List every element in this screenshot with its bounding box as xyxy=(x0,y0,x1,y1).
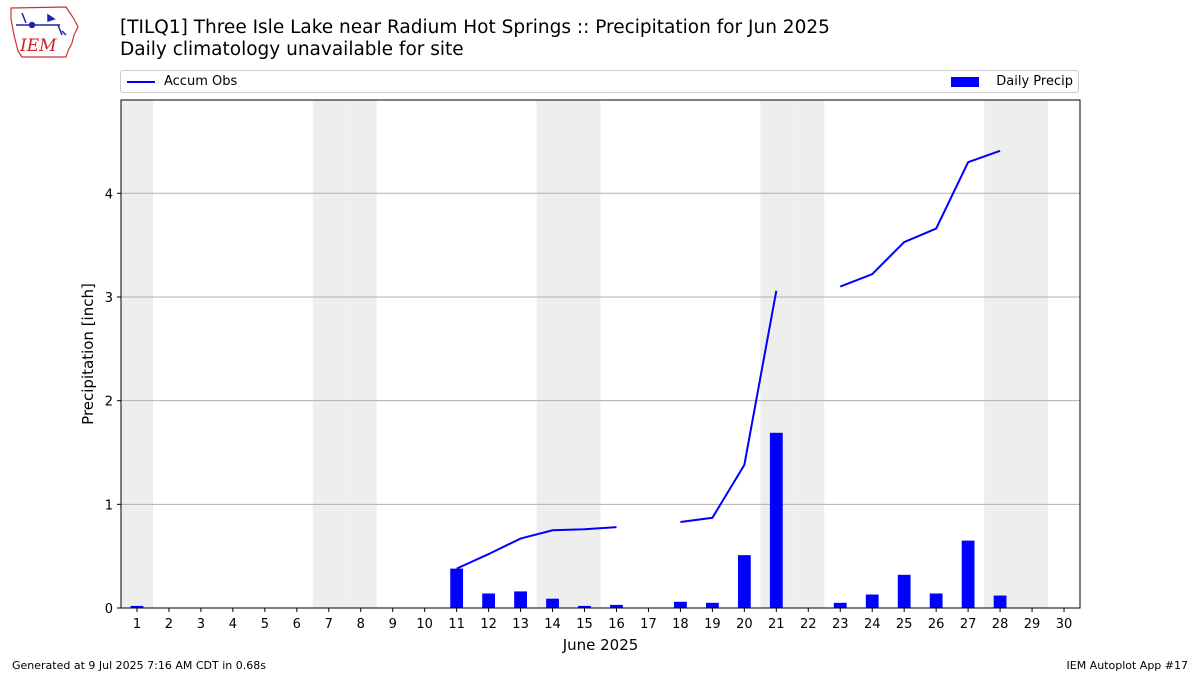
x-tick-label: 28 xyxy=(992,617,1009,632)
x-tick-label: 2 xyxy=(165,617,173,632)
iowa-outline-icon xyxy=(10,6,79,58)
x-tick-label: 22 xyxy=(800,617,817,632)
x-tick-label: 6 xyxy=(293,617,301,632)
precip-bar xyxy=(961,540,975,608)
precip-bar xyxy=(482,593,496,608)
x-tick-label: 25 xyxy=(896,617,913,632)
precip-bar xyxy=(514,591,527,608)
x-tick-label: 9 xyxy=(389,617,397,632)
x-tick-label: 16 xyxy=(608,617,625,632)
x-tick-label: 10 xyxy=(416,617,433,632)
footer-generated: Generated at 9 Jul 2025 7:16 AM CDT in 0… xyxy=(12,659,266,672)
x-axis-label: June 2025 xyxy=(562,636,639,654)
precip-bar xyxy=(674,601,687,608)
x-tick-label: 12 xyxy=(480,617,497,632)
precip-bar xyxy=(546,598,559,608)
x-tick-label: 4 xyxy=(229,617,237,632)
precip-bar xyxy=(929,593,943,608)
precip-bar xyxy=(450,568,464,608)
legend-bar-swatch xyxy=(951,77,979,87)
accum-line xyxy=(680,290,778,523)
y-tick-label: 4 xyxy=(105,187,113,202)
x-tick-label: 26 xyxy=(928,617,945,632)
x-tick-label: 19 xyxy=(704,617,721,632)
x-tick-label: 11 xyxy=(448,617,465,632)
precip-bar xyxy=(610,604,623,608)
weekend-shade xyxy=(344,100,377,608)
x-tick-label: 14 xyxy=(544,617,561,632)
y-tick-label: 3 xyxy=(105,291,113,306)
chart-title: [TILQ1] Three Isle Lake near Radium Hot … xyxy=(120,17,830,61)
weather-instruments-icon xyxy=(16,12,67,36)
x-tick-label: 21 xyxy=(768,617,785,632)
legend-bar-label: Daily Precip xyxy=(996,74,1073,89)
x-tick-label: 15 xyxy=(576,617,593,632)
x-tick-label: 27 xyxy=(960,617,977,632)
x-tick-label: 29 xyxy=(1024,617,1041,632)
x-tick-label: 17 xyxy=(640,617,657,632)
legend-line-swatch xyxy=(127,81,155,83)
x-tick-label: 30 xyxy=(1056,617,1073,632)
footer-app: IEM Autoplot App #17 xyxy=(1066,659,1189,672)
y-tick-label: 0 xyxy=(105,602,113,617)
x-tick-label: 1 xyxy=(133,617,141,632)
x-tick-label: 23 xyxy=(832,617,849,632)
accum-line xyxy=(839,149,1001,288)
weekend-shade xyxy=(568,100,601,608)
x-tick-label: 13 xyxy=(512,617,529,632)
plot-frame xyxy=(120,99,1081,609)
weekend-shade xyxy=(1016,100,1049,608)
title-line-1: [TILQ1] Three Isle Lake near Radium Hot … xyxy=(120,17,830,38)
logo-text: IEM xyxy=(19,36,57,56)
x-tick-label: 3 xyxy=(197,617,205,632)
precip-bar xyxy=(865,594,879,608)
x-tick-label: 24 xyxy=(864,617,881,632)
y-tick-label: 1 xyxy=(105,498,113,513)
weekend-shade xyxy=(792,100,825,608)
y-axis-label: Precipitation [inch] xyxy=(79,283,97,425)
x-tick-label: 8 xyxy=(357,617,365,632)
precip-bar xyxy=(737,555,751,608)
x-tick-label: 20 xyxy=(736,617,753,632)
precip-bar xyxy=(705,602,719,608)
x-tick-label: 18 xyxy=(672,617,689,632)
y-tick-label: 2 xyxy=(105,395,113,410)
accum-line xyxy=(456,526,617,570)
precip-bar xyxy=(578,605,591,608)
precip-bar xyxy=(897,574,911,608)
title-line-2: Daily climatology unavailable for site xyxy=(120,39,464,60)
weekend-shade xyxy=(984,100,1017,608)
precip-bar xyxy=(769,432,783,608)
weekend-shade xyxy=(536,100,569,608)
weekend-shade xyxy=(121,100,153,608)
legend: Accum Obs Daily Precip xyxy=(120,70,1079,93)
precip-bar xyxy=(833,602,847,608)
iem-logo: IEM xyxy=(8,5,80,59)
weekend-shade xyxy=(312,100,345,608)
x-tick-label: 5 xyxy=(261,617,269,632)
precip-bar xyxy=(130,605,144,608)
legend-line-label: Accum Obs xyxy=(164,74,238,89)
precip-bar xyxy=(993,595,1007,608)
x-tick-label: 7 xyxy=(325,617,333,632)
